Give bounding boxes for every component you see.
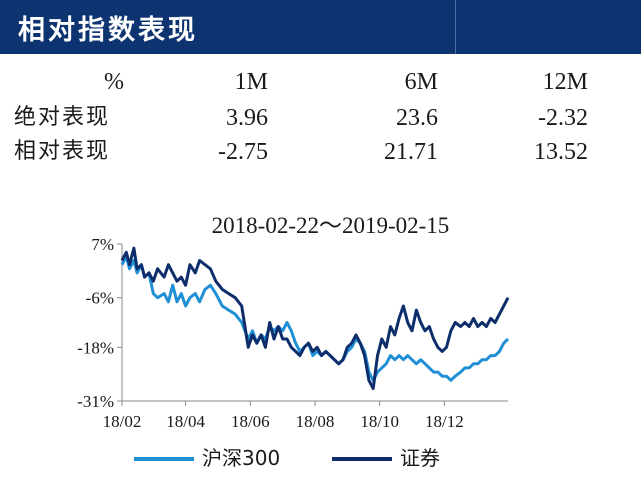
column-header-6m: 6M — [404, 69, 438, 95]
cell-1m: -2.75 — [218, 139, 268, 165]
column-header-unit: % — [104, 69, 124, 95]
chart-title: 2018-02-22～2019-02-15 — [211, 213, 450, 238]
cell-6m: 21.71 — [384, 139, 438, 165]
y-tick-label: -31% — [77, 392, 114, 411]
row-label: 绝对表现 — [14, 105, 111, 130]
y-tick-label: 7% — [91, 235, 114, 254]
legend-swatch-csi300 — [134, 457, 194, 461]
row-label: 相对表现 — [14, 139, 111, 164]
page-title: 相对指数表现 — [18, 15, 198, 46]
x-tick-label: 18/06 — [231, 412, 270, 431]
header-divider — [455, 0, 456, 54]
x-tick-label: 18/04 — [166, 412, 205, 431]
series-line-csi300 — [120, 254, 510, 382]
cell-6m: 23.6 — [396, 105, 438, 131]
x-tick-label: 18/08 — [296, 412, 335, 431]
x-tick-label: 18/10 — [360, 412, 399, 431]
cell-12m: -2.32 — [538, 105, 588, 131]
series-line-securities — [120, 246, 510, 391]
y-tick-label: -6% — [86, 289, 114, 308]
header-bar: 相对指数表现 — [0, 0, 641, 54]
column-header-12m: 12M — [542, 69, 588, 95]
cell-12m: 13.52 — [534, 139, 588, 165]
y-tick-label: -18% — [77, 338, 114, 357]
column-header-1m: 1M — [234, 69, 268, 95]
x-tick-label: 18/12 — [425, 412, 464, 431]
table-row-relative: 相对表现 -2.75 21.71 13.52 — [0, 135, 641, 169]
legend-swatch-securities — [332, 457, 392, 461]
legend: 沪深300 证券 — [0, 443, 641, 473]
table-header-row: % 1M 6M 12M — [0, 65, 641, 99]
legend-label-securities: 证券 — [400, 446, 440, 470]
x-tick-label: 18/02 — [103, 412, 142, 431]
cell-1m: 3.96 — [226, 105, 268, 131]
legend-label-csi300: 沪深300 — [202, 446, 281, 470]
table-row-absolute: 绝对表现 3.96 23.6 -2.32 — [0, 101, 641, 135]
